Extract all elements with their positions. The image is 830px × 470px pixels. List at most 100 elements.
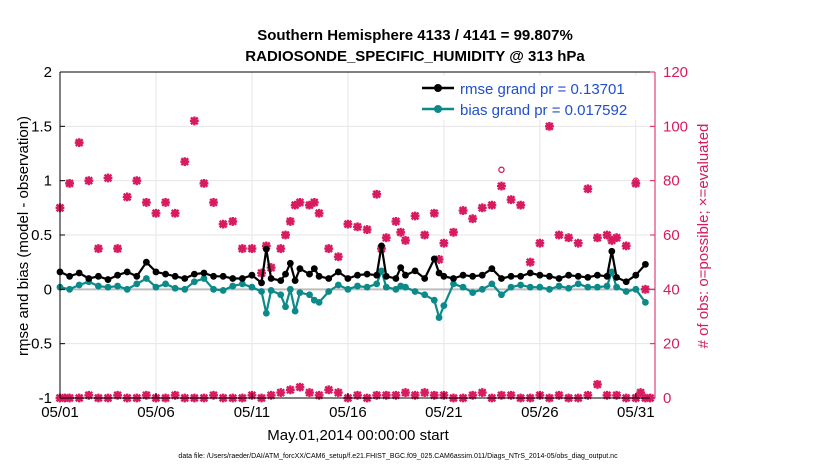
legend-rmse-marker — [434, 84, 442, 92]
obs-evaluated-point — [353, 222, 362, 232]
obs-rejected-point — [612, 390, 622, 400]
bias-point — [66, 285, 73, 293]
bias-point — [133, 280, 141, 288]
rmse-point — [498, 275, 505, 282]
rmse-point — [258, 279, 265, 287]
y-axis-right-label: # of obs: o=possible; ×=evaluated — [695, 124, 712, 349]
obs-evaluated-point — [602, 230, 612, 240]
obs-evaluated-point — [401, 236, 410, 245]
rmse-point — [507, 272, 515, 280]
rmse-point — [286, 259, 294, 267]
y-tick-label: 1 — [44, 173, 52, 190]
obs-evaluated-point — [573, 238, 583, 248]
bias-point — [526, 283, 534, 291]
obs-evaluated-point — [434, 255, 444, 264]
bias-point — [642, 298, 649, 306]
rmse-point — [282, 270, 289, 278]
rmse-point — [411, 267, 419, 275]
obs-evaluated-point — [132, 176, 142, 186]
obs-evaluated-point — [621, 241, 631, 251]
bias-point — [306, 291, 313, 299]
bias-point — [498, 291, 505, 299]
y-right-tick-label: 0 — [663, 390, 671, 407]
obs-rejected-point — [276, 388, 286, 397]
obs-rejected-point — [554, 390, 564, 400]
obs-rejected-point — [636, 388, 646, 397]
bias-point — [262, 309, 270, 317]
bias-point — [200, 275, 208, 282]
bias-point — [430, 296, 438, 304]
obs-evaluated-point — [228, 216, 238, 226]
obs-evaluated-point — [343, 219, 353, 229]
rmse-point — [267, 275, 275, 282]
rmse-point — [296, 265, 304, 273]
bias-point — [296, 289, 304, 296]
bias-point — [248, 283, 256, 291]
bias-point — [267, 287, 275, 294]
rmse-point — [373, 271, 381, 279]
footer-data-file: data file: /Users/raeder/DAI/ATM_forcXX/… — [178, 453, 618, 460]
rmse-point — [75, 269, 83, 277]
rmse-point — [526, 269, 534, 277]
bias-point — [123, 285, 131, 293]
obs-evaluated-point — [372, 189, 382, 199]
obs-rejected-point — [314, 390, 324, 400]
rmse-point — [517, 272, 525, 280]
obs-evaluated-point — [151, 208, 161, 218]
bias-point — [291, 307, 299, 315]
obs-evaluated-point — [189, 116, 199, 126]
obs-evaluated-point — [180, 157, 190, 167]
obs-evaluated-point — [122, 192, 132, 202]
x-tick-label: 05/01 — [41, 404, 79, 421]
bias-point — [114, 282, 121, 290]
obs-rejected-point — [266, 390, 276, 400]
obs-rejected-point — [372, 390, 382, 400]
bias-point — [152, 283, 160, 291]
obs-rejected-point — [477, 388, 487, 397]
obs-evaluated-point — [525, 257, 535, 267]
chart-subtitle: RADIOSONDE_SPECIFIC_HUMIDITY @ 313 hPa — [245, 48, 585, 65]
rmse-point — [622, 278, 630, 286]
bias-point — [421, 291, 429, 299]
bias-point — [282, 303, 289, 311]
x-tick-label: 05/11 — [234, 404, 270, 421]
obs-evaluated-point — [324, 244, 334, 254]
obs-evaluated-point — [362, 225, 372, 234]
obs-evaluated-point — [583, 184, 593, 194]
rmse-point — [104, 276, 112, 283]
obs-rejected-point — [497, 390, 506, 400]
x-tick-label: 05/06 — [137, 404, 175, 421]
obs-evaluated-point — [554, 230, 564, 240]
bias-point — [219, 287, 227, 294]
rmse-point — [248, 271, 256, 279]
rmse-point — [219, 272, 227, 280]
obs-evaluated-point — [276, 244, 286, 254]
rmse-point — [310, 265, 318, 273]
bias-point — [440, 302, 448, 310]
y-right-tick-label: 20 — [663, 336, 680, 353]
rmse-point — [435, 269, 443, 277]
obs-evaluated-point — [237, 244, 247, 254]
bias-point — [286, 285, 294, 293]
obs-rejected-point — [410, 390, 420, 400]
y-tick-label: 2 — [44, 64, 52, 81]
rmse-point — [392, 275, 400, 282]
obs-rejected-point — [285, 385, 295, 395]
obs-rejected-point — [381, 390, 391, 400]
ticks: 05/01 05/06 05/11 05/16 05/21 05/26 05/31 -1 -0.… — [26, 64, 688, 421]
bias-point — [594, 283, 601, 291]
rmse-point — [642, 260, 649, 268]
bias-point — [622, 288, 630, 295]
bias-point — [229, 282, 237, 290]
rmse-point — [565, 271, 573, 279]
legend-rmse-label: rmse grand pr = 0.13701 — [460, 81, 625, 98]
bias-point — [435, 314, 443, 321]
bias-point — [565, 284, 573, 292]
bias-point — [478, 285, 486, 293]
obs-rejected-point — [602, 390, 612, 400]
obs-rejected-point — [401, 388, 410, 397]
rmse-point — [344, 275, 352, 282]
obs-evaluated-point — [295, 197, 305, 207]
obs-rejected-point — [333, 388, 343, 397]
obs-evaluated-point — [266, 263, 276, 273]
